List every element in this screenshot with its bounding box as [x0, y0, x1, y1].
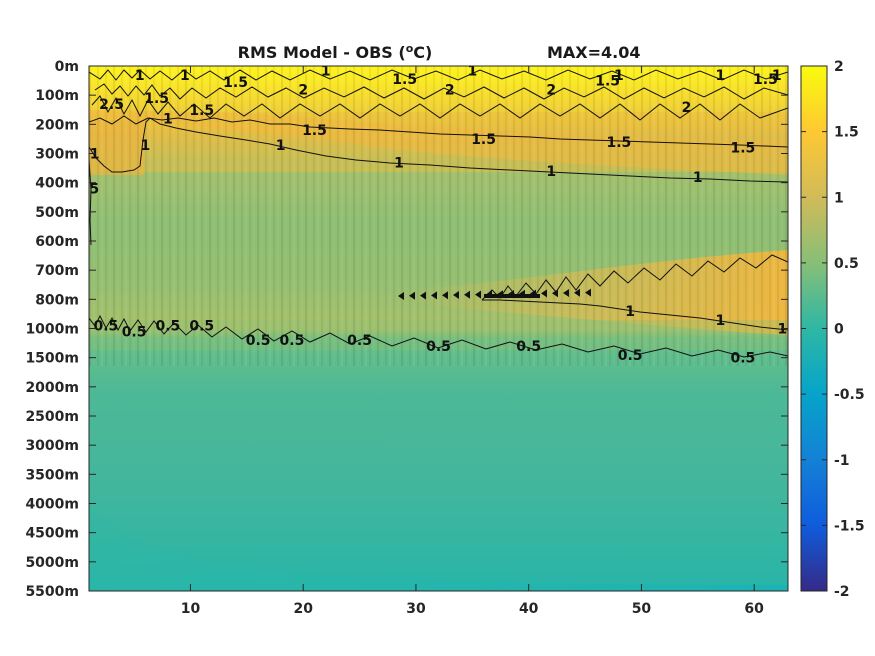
y-tick-label: 200m [35, 117, 79, 133]
contour-label: 1.5 [223, 75, 248, 91]
colorbar-tick-label: 2 [834, 59, 844, 75]
contour-label: 2 [546, 82, 556, 98]
y-axis: 0m 100m 200m 300m 400m 500m 600m 700m 800m 1000m 1… [25, 59, 788, 600]
colorbar-ticks: 2 1.5 1 0.5 0 -0.5 -1 -1.5 -2 [801, 59, 865, 600]
contour-label: 0.5 [246, 333, 271, 349]
contour-label: 1 [140, 138, 150, 154]
x-tick-label: 40 [519, 601, 539, 617]
contour-label: 0.5 [122, 324, 147, 340]
contour-label: 1.5 [595, 74, 620, 90]
contour-line-1-deep-lower [482, 299, 788, 331]
contour-line-0p5-deep [89, 314, 788, 358]
y-tick-label: 500m [35, 205, 79, 221]
contour-label: 1.5 [606, 135, 631, 151]
y-tick-label: 4000m [25, 497, 79, 513]
heatmap-field [89, 66, 788, 591]
contour-label: 0.5 [74, 182, 99, 198]
contour-label: 1 [163, 112, 173, 128]
contour-label: 1 [625, 304, 635, 320]
contour-label: 0.5 [426, 339, 451, 355]
contour-line-2-mid [91, 95, 788, 121]
y-tick-label: 4500m [25, 526, 79, 542]
y-tick-label: 700m [35, 263, 79, 279]
contour-label: 1 [467, 63, 477, 79]
x-tick-label: 50 [632, 601, 652, 617]
contour-label: 1 [276, 138, 286, 154]
contour-label: 0.5 [730, 351, 755, 367]
contour-label: 2 [445, 82, 455, 98]
contour-label: 1 [772, 68, 782, 84]
colorbar-tick-label: -0.5 [834, 387, 865, 403]
contour-label: 1 [614, 68, 624, 84]
contour-label: 1 [90, 147, 100, 163]
contour-label: 1 [715, 313, 725, 329]
y-tick-label: 0m [55, 59, 79, 75]
contour-label: 1.5 [730, 141, 755, 157]
contour-label: 0.5 [156, 319, 181, 335]
colorbar-tick-label: 1.5 [834, 125, 859, 141]
y-tick-label: 400m [35, 176, 79, 192]
y-tick-label: 2500m [25, 409, 79, 425]
colorbar: 2 1.5 1 0.5 0 -0.5 -1 -1.5 -2 [800, 59, 865, 600]
colorbar-tick-label: 1 [834, 190, 844, 206]
contour-line-1p5-upper [89, 115, 788, 148]
y-tick-label: 3500m [25, 467, 79, 483]
contour-label: 0.5 [94, 319, 119, 335]
x-tick-label: 10 [181, 601, 201, 617]
y-tick-label: 300m [35, 147, 79, 163]
y-tick-label: 3000m [25, 438, 79, 454]
contour-label: 1.5 [471, 132, 496, 148]
contour-label: 0.5 [189, 319, 214, 335]
contour-line-left-edge [89, 159, 92, 246]
x-tick-label: 60 [744, 601, 764, 617]
max-annotation: MAX=4.04 [547, 43, 641, 62]
contour-label: 1.5 [753, 72, 778, 88]
contour-label: 1 [715, 68, 725, 84]
contour-label: 1 [180, 68, 190, 84]
contour-label: 1.5 [302, 123, 327, 139]
contour-label: 2 [682, 100, 692, 116]
contour-label: 1 [394, 155, 404, 171]
colorbar-tick-label: -1.5 [834, 518, 865, 534]
y-tick-label: 100m [35, 88, 79, 104]
contour-label: 1 [777, 322, 787, 338]
contour-label: 0.5 [347, 333, 372, 349]
contour-label: 0.5 [618, 348, 643, 364]
contour-line-2-upper [94, 83, 788, 100]
contour-line-1-upper [89, 117, 788, 183]
contour-lines [89, 69, 788, 358]
contour-label: 2.5 [99, 97, 124, 113]
contour-label: 1 [693, 170, 703, 186]
colorbar-tick-label: -1 [834, 453, 850, 469]
contour-line-1-top [89, 69, 788, 81]
y-tick-label: 1000m [25, 322, 79, 338]
y-tick-label: 1500m [25, 351, 79, 367]
contour-label: 1 [546, 164, 556, 180]
y-tick-label: 5500m [25, 584, 79, 600]
contour-label: 1 [321, 63, 331, 79]
x-tick-label: 20 [293, 601, 313, 617]
contour-label: 2 [298, 82, 308, 98]
arrow-marks [398, 288, 591, 300]
colorbar-tick-label: -2 [834, 584, 850, 600]
contour-label: 1.5 [144, 91, 169, 107]
colorbar-tick-label: 0.5 [834, 256, 859, 272]
y-tick-label: 600m [35, 234, 79, 250]
contour-label: 1.5 [189, 103, 214, 119]
chart-title: RMS Model - OBS (oC) [238, 42, 433, 62]
contour-labels: 1 1 1 1 1 1 11.5 1.5 1.5 1.52 2 222.5 1.511.51.51.5 1… [74, 63, 787, 367]
vertical-striation [89, 66, 787, 366]
y-tick-label: 2000m [25, 380, 79, 396]
contour-label: 1.5 [392, 72, 417, 88]
y-tick-label: 5000m [25, 555, 79, 571]
colorbar-tick-label: 0 [834, 322, 844, 338]
x-tick-label: 30 [406, 601, 426, 617]
contour-label: 1 [135, 68, 145, 84]
x-axis: 10 20 30 40 50 60 [181, 66, 764, 617]
contour-label: 0.5 [280, 333, 305, 349]
y-tick-label: 800m [35, 292, 79, 308]
contour-label: 0.5 [516, 339, 541, 355]
